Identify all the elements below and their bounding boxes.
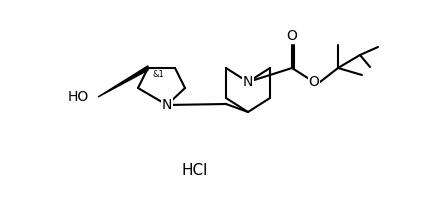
- Text: N: N: [243, 75, 253, 89]
- Text: N: N: [162, 98, 172, 112]
- Text: O: O: [286, 29, 297, 43]
- Text: HCl: HCl: [182, 163, 208, 177]
- Polygon shape: [98, 66, 148, 97]
- Text: O: O: [309, 75, 319, 89]
- Text: &1: &1: [152, 70, 164, 79]
- Text: HO: HO: [68, 90, 89, 104]
